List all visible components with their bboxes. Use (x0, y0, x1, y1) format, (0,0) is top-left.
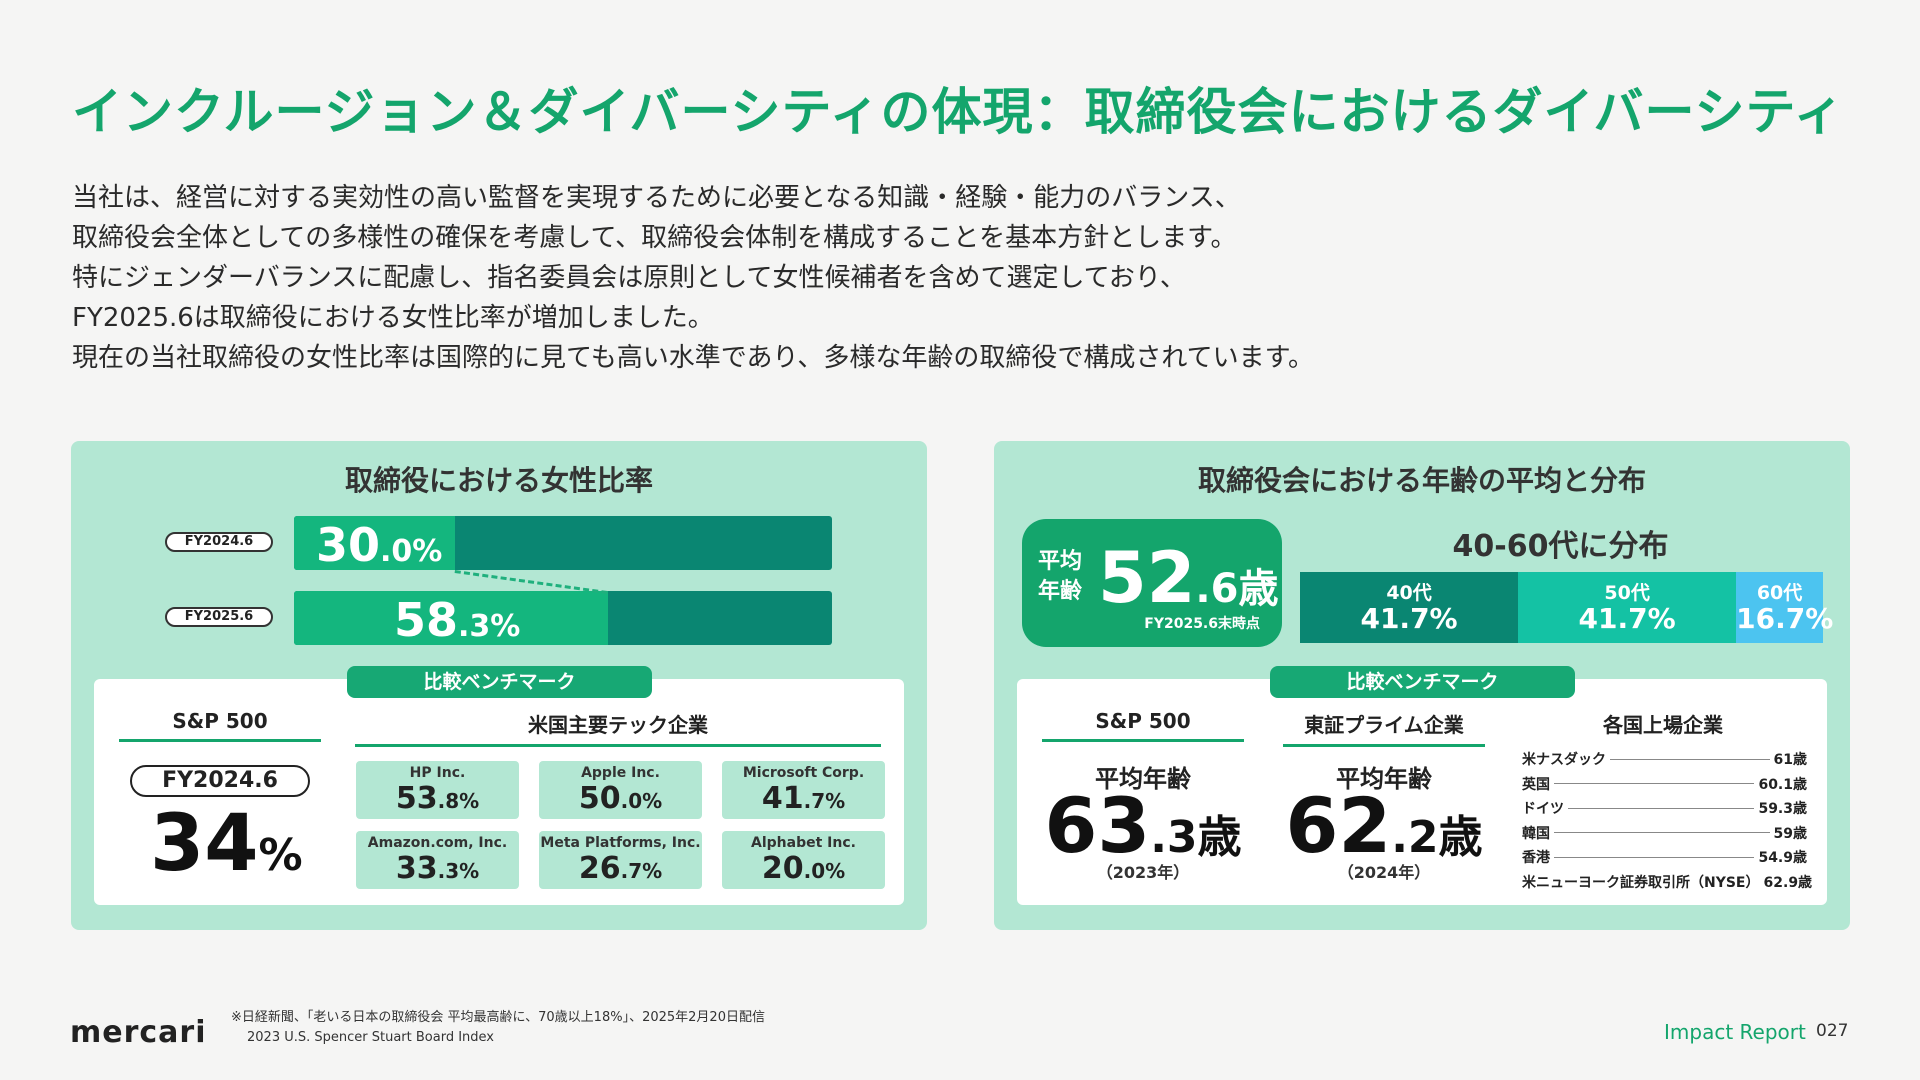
tech-card: Alphabet Inc. 20.0% (722, 831, 885, 889)
age-benchmark-tag: 比較ベンチマーク (1270, 666, 1575, 698)
benchmark-box: S&P 500 米国主要テック企業 FY2024.6 34% HP Inc. 53… (94, 679, 904, 905)
age-segment-40s: 40代 41.7% (1300, 572, 1519, 643)
age-segment-50s: 50代 41.7% (1518, 572, 1737, 643)
female-ratio-panel: 取締役における女性比率 FY2024.6 30.0% FY2025.6 58.3… (71, 441, 927, 930)
ratio-bar-fy2024: 30.0% (294, 516, 832, 570)
benchmark-tag: 比較ベンチマーク (347, 666, 652, 698)
intro-line: 現在の当社取締役の女性比率は国際的に見ても高い水準であり、多様な年齢の取締役で構… (72, 343, 1315, 373)
tse-age-value: 62.2歳 (1285, 781, 1483, 870)
sp500-header: S&P 500 (119, 709, 321, 742)
ratio-bar-fy2025: 58.3% (294, 591, 832, 645)
distribution-title: 40-60代に分布 (1452, 529, 1669, 564)
average-age-label: 平均 年齢 (1038, 549, 1083, 604)
page-number: 027 (1816, 1021, 1849, 1041)
average-age-box: 平均 年齢 52.6歳 FY2025.6末時点 (1022, 519, 1282, 647)
age-benchmark-box: S&P 500 東証プライム企業 各国上場企業 平均年齢 63.3歳 （2023… (1017, 679, 1827, 905)
intro-line: FY2025.6は取締役における女性比率が増加しました。 (72, 303, 714, 333)
ratio-bar-value: 58.3% (394, 593, 521, 645)
intro-line: 特にジェンダーバランスに配慮し、指名委員会は原則として女性候補者を含めて選定して… (72, 263, 1186, 293)
tse-age-label: 平均年齢 (1336, 765, 1432, 793)
list-item: 韓国 59歳 (1522, 825, 1807, 842)
list-item: 米ニューヨーク証券取引所（NYSE） 62.9歳 (1522, 874, 1813, 891)
tse-header: 東証プライム企業 (1283, 709, 1485, 747)
sp500-age-header: S&P 500 (1042, 709, 1244, 742)
fy2024-pill: FY2024.6 (165, 532, 273, 552)
footnote-line: ※日経新聞、「老いる日本の取締役会 平均最高齢に、70歳以上18%」、2025年… (231, 1010, 765, 1025)
average-age-note: FY2025.6末時点 (1144, 616, 1260, 632)
tech-card: Amazon.com, Inc. 33.3% (356, 831, 519, 889)
sp500-age-value: 63.3歳 (1044, 781, 1242, 870)
tech-card: Apple Inc. 50.0% (539, 761, 702, 819)
list-item: 香港 54.9歳 (1522, 850, 1807, 867)
tech-header: 米国主要テック企業 (355, 709, 881, 747)
tech-card: HP Inc. 53.8% (356, 761, 519, 819)
intro-line: 取締役会全体としての多様性の確保を考慮して、取締役会体制を構成することを基本方針… (72, 223, 1237, 253)
mercari-logo: mercari (70, 1015, 207, 1050)
age-panel: 取締役会における年齢の平均と分布 平均 年齢 52.6歳 FY2025.6末時点 … (994, 441, 1850, 930)
page-title: インクルージョン＆ダイバーシティの体現：取締役会におけるダイバーシティ (72, 83, 1845, 141)
age-title: 取締役会における年齢の平均と分布 (1197, 464, 1646, 497)
tech-card: Meta Platforms, Inc. 26.7% (539, 831, 702, 889)
list-item: 米ナスダック 61歳 (1522, 752, 1807, 769)
ratio-bar-fill (294, 591, 608, 645)
footnote-line: 2023 U.S. Spencer Stuart Board Index (247, 1030, 494, 1045)
markets-header: 各国上場企業 (1603, 713, 1723, 737)
tech-card: Microsoft Corp. 41.7% (722, 761, 885, 819)
female-ratio-title: 取締役における女性比率 (344, 464, 653, 497)
markets-list: 米ナスダック 61歳 英国 60.1歳 ドイツ 59.3歳 韓国 59歳 香港 54.9歳… (1522, 747, 1813, 894)
ratio-bar-value: 30.0% (316, 518, 443, 570)
ratio-bar-fill (294, 516, 456, 570)
list-item: 英国 60.1歳 (1522, 776, 1807, 793)
sp500-ratio: 34% (150, 799, 303, 889)
list-item: ドイツ 59.3歳 (1522, 801, 1807, 818)
intro-text: 当社は、経営に対する実効性の高い監督を実現するために必要となる知識・経験・能力の… (72, 178, 1572, 378)
sp500-period-pill: FY2024.6 (130, 765, 310, 797)
age-segment-60s: 60代 16.7% (1736, 572, 1833, 643)
sp500-age-label: 平均年齢 (1095, 765, 1191, 793)
intro-line: 当社は、経営に対する実効性の高い監督を実現するために必要となる知識・経験・能力の… (72, 183, 1241, 213)
average-age-value: 52.6歳 (1098, 537, 1279, 619)
sp500-age-year: （2023年） (1096, 863, 1190, 882)
fy2025-pill: FY2025.6 (165, 607, 273, 627)
tse-age-year: （2024年） (1337, 863, 1431, 882)
age-distribution-bar: 40代 41.7% 50代 41.7% 60代 16.7% (1300, 572, 1833, 643)
report-name: Impact Report (1664, 1020, 1806, 1044)
footnote: ※日経新聞、「老いる日本の取締役会 平均最高齢に、70歳以上18%」、2025年… (231, 1008, 765, 1048)
